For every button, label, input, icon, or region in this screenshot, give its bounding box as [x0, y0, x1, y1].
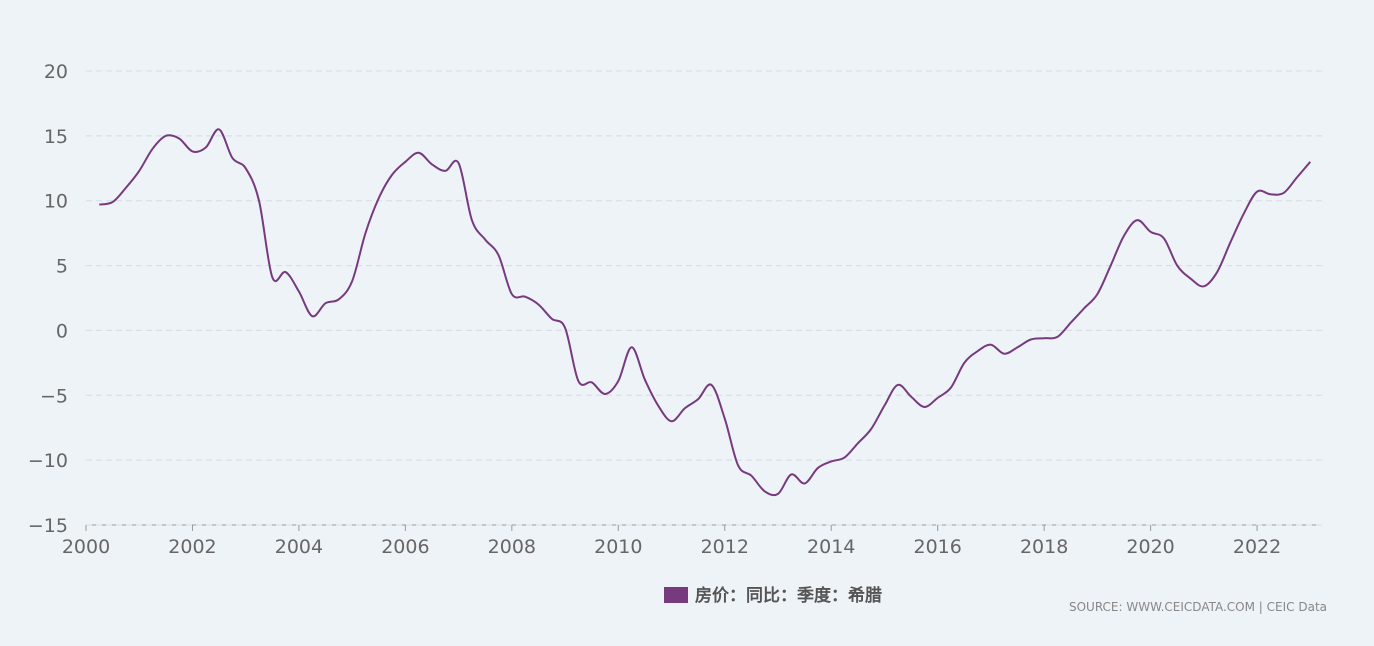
y-tick-label: −5 [40, 385, 68, 407]
x-tick-label: 2004 [275, 536, 323, 558]
line-series [99, 128, 1312, 497]
legend-swatch [664, 587, 688, 603]
y-tick-label: 15 [44, 126, 68, 148]
legend-label: 房价：同比：季度：希腊 [695, 585, 882, 606]
x-tick-label: 2000 [62, 536, 110, 558]
y-tick-label: 10 [44, 191, 68, 213]
x-tick-label: 2016 [913, 536, 961, 558]
x-tick-label: 2014 [807, 536, 855, 558]
x-tick-label: 2012 [701, 536, 749, 558]
x-tick-label: 2002 [168, 536, 216, 558]
y-tick-label: −10 [28, 450, 68, 472]
x-tick-label: 2020 [1126, 536, 1174, 558]
y-tick-label: 5 [56, 256, 68, 278]
x-tick-label: 2018 [1020, 536, 1068, 558]
x-tick-label: 2022 [1233, 536, 1281, 558]
source: SOURCE: WWW.CEICDATA.COM | CEIC Data [1069, 600, 1327, 614]
y-tick-label: −15 [28, 515, 68, 537]
y-tick-label: 20 [44, 61, 68, 83]
y-tick-label: 0 [56, 320, 68, 342]
x-tick-label: 2006 [381, 536, 429, 558]
x-tick-label: 2010 [594, 536, 642, 558]
x-tick-label: 2008 [488, 536, 536, 558]
